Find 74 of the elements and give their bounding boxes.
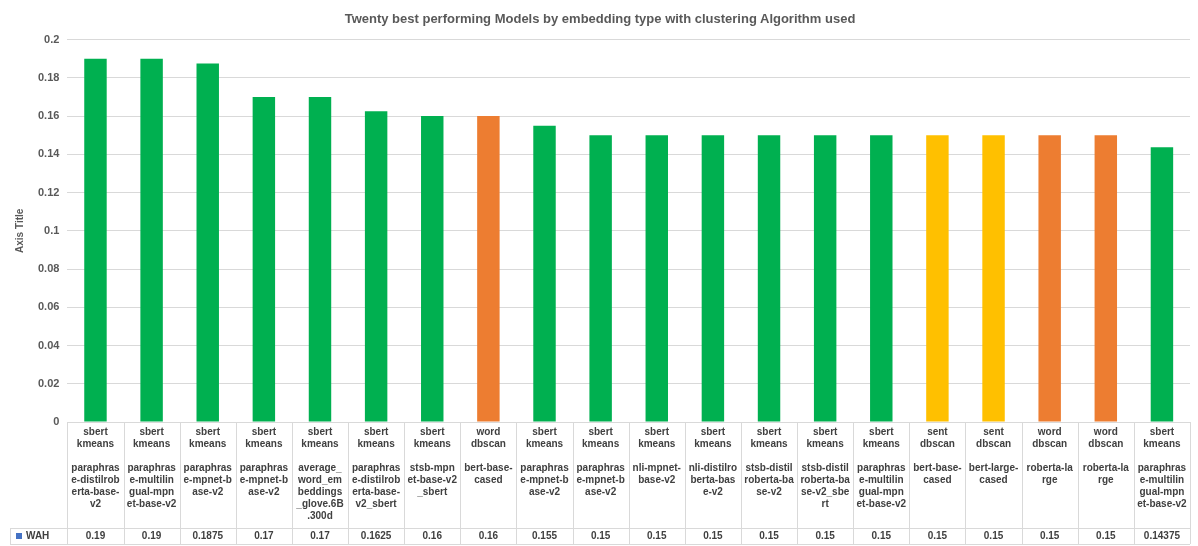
bar — [589, 135, 612, 422]
bar — [701, 135, 725, 422]
category-label: sent dbscan bert-large-cased — [968, 425, 1019, 485]
y-tick-label: 0.1 — [44, 223, 60, 236]
y-tick-label: 0.08 — [37, 262, 60, 275]
data-label: 0.1875 — [192, 529, 224, 541]
y-tick-label: 0.16 — [37, 109, 60, 122]
data-label: 0.19 — [85, 529, 106, 541]
category-label: sbert kmeans paraphrase-distilroberta-base-v2 — [71, 425, 120, 509]
text: WAH — [26, 529, 50, 541]
data-label: 0.15 — [871, 529, 892, 541]
y-tick-label: 0.04 — [37, 338, 61, 351]
category-label: sent dbscan bert-base-cased — [913, 425, 962, 485]
data-label: 0.15 — [983, 529, 1004, 541]
y-tick-label: 0.12 — [37, 185, 60, 198]
bar — [477, 116, 500, 422]
category-label: sbert kmeans paraphrase-distilroberta-base-v2_sbert — [351, 425, 401, 509]
category-label: sbert kmeans stsb-distilroberta-base-v2_sbert — [800, 425, 850, 509]
data-label: 0.1625 — [360, 529, 392, 541]
bar — [1150, 147, 1174, 422]
bar — [308, 96, 332, 422]
category-label: sbert kmeans stsb-mpnet-base-v2_sbert — [407, 425, 457, 497]
data-label: 0.14375 — [1143, 529, 1181, 541]
category-label: sbert kmeans nli-distilroberta-base-v2 — [688, 425, 738, 497]
bar — [757, 135, 781, 422]
bar — [252, 96, 276, 422]
category-label: word dbscan bert-base-cased — [464, 425, 513, 485]
bar — [870, 135, 893, 422]
y-tick-label: 0.2 — [44, 32, 60, 45]
data-label: 0.15 — [703, 529, 724, 541]
category-label: word dbscan roberta-large — [1026, 425, 1073, 485]
chart-title: Twenty best performing Models by embedding type with clustering Algorithm used — [344, 11, 856, 27]
data-label: 0.15 — [927, 529, 948, 541]
y-axis-title: Axis Title — [13, 208, 25, 253]
bar — [84, 58, 107, 422]
category-label: sbert kmeans paraphrase-mpnet-base-v2 — [576, 425, 625, 497]
category-label: sbert kmeans average_word_embeddings_glove.6B.300d — [296, 425, 344, 521]
bar — [364, 111, 388, 422]
category-label: word dbscan roberta-large — [1082, 425, 1129, 485]
y-tick-label: 0 — [53, 415, 60, 428]
category-label: sbert kmeans paraphrase-mpnet-base-v2 — [183, 425, 232, 497]
bar — [140, 58, 163, 422]
data-label: 0.15 — [590, 529, 611, 541]
data-label: 0.15 — [759, 529, 780, 541]
y-tick-label: 0.06 — [37, 300, 60, 313]
data-label: 0.15 — [815, 529, 836, 541]
y-tick-label: 0.18 — [37, 70, 60, 83]
y-tick-label: 0.02 — [37, 376, 60, 389]
bar — [982, 135, 1005, 422]
category-label: sbert kmeans paraphrase-multilingual-mpnet-base-v2 — [1137, 425, 1187, 509]
bar — [421, 116, 444, 422]
category-label: sbert kmeans paraphrase-multilingual-mpnet-base-v2 — [856, 425, 907, 509]
data-label: 0.16 — [422, 529, 443, 541]
bar — [645, 135, 668, 422]
category-label: sbert kmeans paraphrase-mpnet-base-v2 — [520, 425, 569, 497]
category-label: sbert kmeans paraphrase-mpnet-base-v2 — [239, 425, 289, 497]
data-label: 0.16 — [478, 529, 499, 541]
category-label: sbert kmeans paraphrase-multilingual-mpnet-base-v2 — [126, 425, 177, 509]
category-label: sbert kmeans stsb-distilroberta-base-v2 — [744, 425, 794, 497]
data-label: 0.15 — [1039, 529, 1060, 541]
data-label: 0.17 — [254, 529, 275, 541]
category-label: sbert kmeans nli-mpnet-base-v2 — [632, 425, 681, 485]
bar — [533, 125, 556, 422]
bar — [1094, 135, 1118, 422]
bar — [926, 135, 949, 422]
data-label: 0.15 — [1096, 529, 1116, 541]
data-label: 0.155 — [531, 529, 558, 541]
bar — [196, 63, 219, 422]
data-label: 0.19 — [141, 529, 162, 541]
data-label: 0.15 — [647, 529, 667, 541]
y-tick-label: 0.14 — [37, 147, 61, 160]
data-label: 0.17 — [310, 529, 331, 541]
bar — [1038, 135, 1061, 422]
bar — [813, 135, 837, 422]
